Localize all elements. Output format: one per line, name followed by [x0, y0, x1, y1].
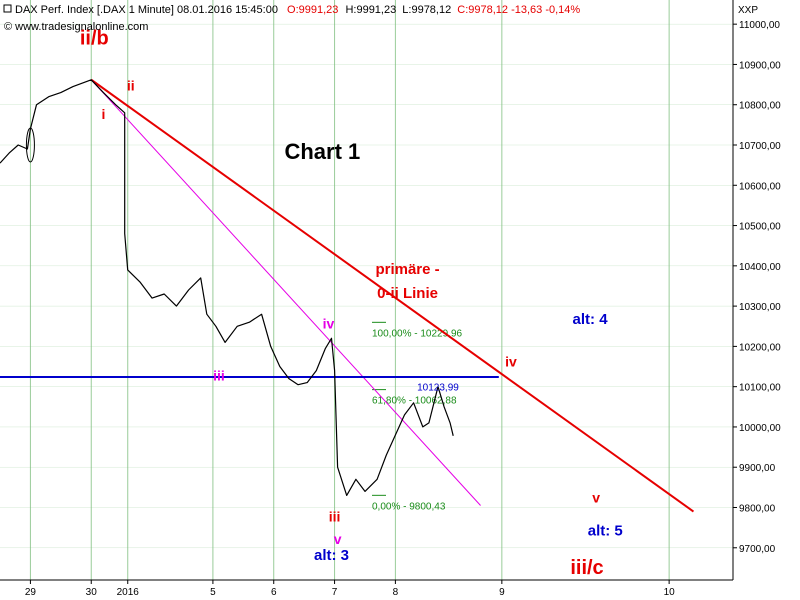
y-tick-label: 10200,00	[739, 342, 781, 353]
x-tick-label: 7	[332, 587, 338, 598]
chart-header: DAX Perf. Index [.DAX 1 Minute] 08.01.20…	[3, 4, 758, 33]
fib-level-label: 0,00% - 9800,43	[372, 501, 446, 512]
ohlc-close: C:9978,12 -13,63 -0,14%	[457, 4, 580, 16]
x-tick-label: 6	[271, 587, 277, 598]
x-tick-label: 5	[210, 587, 216, 598]
ohlc-open: O:9991,23	[287, 4, 338, 16]
x-tick-label: 2016	[117, 587, 140, 598]
wave-label: iii/c	[570, 557, 603, 579]
wave-label: primäre -	[375, 261, 439, 278]
trend-line	[90, 79, 481, 506]
wave-label: alt: 4	[573, 311, 609, 328]
wave-label: 10123,99	[417, 383, 459, 394]
circle-marker	[25, 127, 35, 163]
header-marker	[3, 4, 12, 13]
wave-label: 0-ii Linie	[377, 285, 438, 302]
fib-level-label: 100,00% - 10229,96	[372, 328, 463, 339]
y-tick-label: 10000,00	[739, 423, 781, 434]
y-tick-label: 9800,00	[739, 504, 776, 515]
grid-lines	[0, 0, 733, 580]
svg-text:DAX Perf. Index [.DAX 1 Minute: DAX Perf. Index [.DAX 1 Minute] 08.01.20…	[15, 4, 580, 16]
x-tick-label: 10	[664, 587, 676, 598]
y-tick-label: 10100,00	[739, 383, 781, 394]
wave-label: alt: 3	[314, 547, 349, 564]
price-series	[0, 79, 454, 496]
price-line	[0, 79, 454, 496]
y-tick-label: 9900,00	[739, 463, 776, 474]
trend-line	[90, 78, 695, 513]
x-tick-label: 30	[86, 587, 98, 598]
wave-label: iii	[213, 368, 225, 384]
y-tick-label: 10500,00	[739, 222, 781, 233]
y-tick-label: 10400,00	[739, 262, 781, 273]
wave-label: iii	[329, 509, 341, 525]
x-tick-label: 29	[25, 587, 37, 598]
y-axis: 9700,00 9800,00 9900,00 10000,00 10100,00 102…	[733, 20, 781, 555]
copyright-text: © www.tradesignalonline.com	[4, 21, 148, 33]
axis-code: XXP	[738, 5, 758, 16]
wave-label: v	[592, 490, 600, 506]
wave-label: alt: 5	[588, 523, 623, 540]
wave-label: ii	[127, 78, 135, 94]
y-tick-label: 9700,00	[739, 544, 776, 555]
y-tick-label: 10900,00	[739, 60, 781, 71]
y-tick-label: 10800,00	[739, 101, 781, 112]
fib-level-label: 61,80% - 10062,88	[372, 396, 457, 407]
wave-label: i	[101, 106, 105, 122]
y-tick-label: 11000,00	[739, 20, 780, 31]
trend-lines	[0, 78, 695, 513]
x-axis: 29 30 2016 5 6 7 8 9 10	[25, 580, 675, 598]
wave-label: ii/b	[80, 27, 109, 49]
instrument-label: DAX Perf. Index [.DAX 1 Minute] 08.01.20…	[15, 4, 278, 16]
y-tick-label: 10700,00	[739, 141, 781, 152]
ohlc-high: H:9991,23	[345, 4, 396, 16]
y-tick-label: 10600,00	[739, 181, 781, 192]
wave-label: iv	[323, 315, 335, 331]
ohlc-low: L:9978,12	[402, 4, 451, 16]
x-tick-label: 9	[499, 587, 505, 598]
wave-label: iv	[505, 354, 517, 370]
y-tick-label: 10300,00	[739, 302, 781, 313]
wave-label: Chart 1	[284, 139, 360, 164]
x-tick-label: 8	[393, 587, 399, 598]
wave-label: v	[334, 531, 342, 547]
